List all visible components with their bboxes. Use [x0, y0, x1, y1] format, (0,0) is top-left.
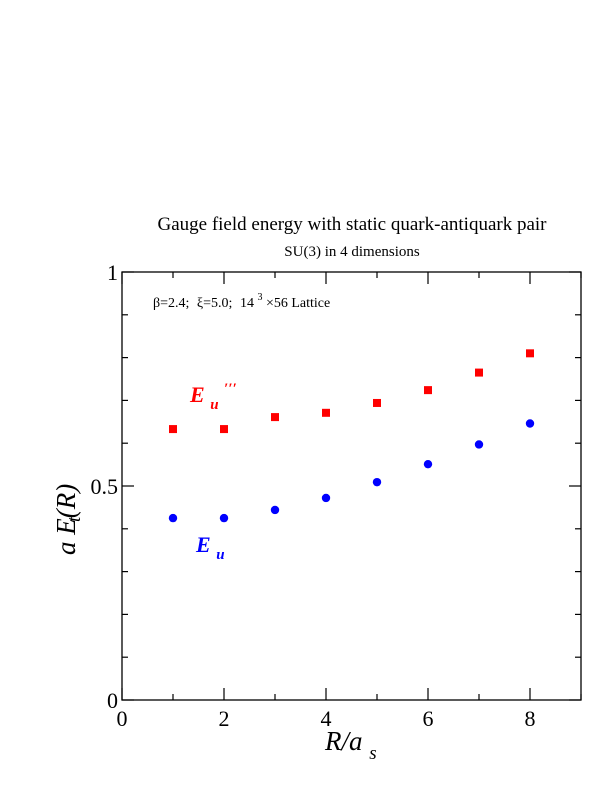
series-label-eu: E u: [195, 532, 225, 563]
data-point-eu: [372, 477, 382, 487]
y-tick-label: 1: [107, 260, 118, 285]
data-points: [168, 349, 535, 523]
annotation-lattice-base: 14: [240, 296, 254, 311]
x-tick-label: 6: [423, 706, 434, 731]
data-point-eu: [423, 459, 433, 469]
y-axis-label-sub: t: [64, 516, 85, 522]
data-point-eu-triple-prime: [373, 398, 381, 407]
x-tick-label: 0: [117, 706, 128, 731]
axis-ticks: [121, 271, 582, 701]
x-axis-label-sub: s: [369, 743, 376, 764]
y-axis-label: a E(R): [51, 484, 81, 555]
lattice-annotation: β=2.4; ξ=5.0; 14 3 ×56 Lattice: [153, 289, 330, 311]
series-label-eu-main: E: [195, 532, 211, 557]
data-point-eu-triple-prime: [169, 425, 177, 434]
annotation-beta: β=2.4;: [153, 296, 189, 311]
annotation-xi: ξ=5.0;: [197, 296, 233, 311]
axis-tick-labels: 0 2 4 6 8 0 0.5 1: [91, 260, 536, 731]
data-point-eu: [168, 513, 178, 523]
y-tick-label: 0: [107, 688, 118, 713]
x-tick-label: 8: [525, 706, 536, 731]
x-tick-label: 4: [321, 706, 332, 731]
data-point-eu: [474, 440, 484, 449]
y-tick-label: 0.5: [91, 474, 119, 499]
plot-frame: [121, 271, 582, 701]
chart-subtitle: SU(3) in 4 dimensions: [284, 244, 420, 260]
annotation-lattice-exp: 3: [257, 292, 262, 303]
data-point-eu-triple-prime: [475, 368, 483, 377]
series-label-eu3-sup: ′′′: [224, 381, 237, 397]
data-point-eu-triple-prime: [220, 425, 228, 434]
data-point-eu: [321, 493, 331, 503]
y-axis-label-main: a E(R): [51, 484, 81, 555]
chart-title: Gauge field energy with static quark-ant…: [157, 214, 547, 235]
data-point-eu-triple-prime: [424, 386, 432, 395]
series-label-eu-sub: u: [216, 547, 224, 563]
series-label-eu-triple-prime: E u ′′′: [189, 381, 237, 414]
data-point-eu-triple-prime: [526, 349, 534, 358]
data-point-eu-triple-prime: [271, 413, 279, 422]
x-axis-label-main: R/a: [324, 726, 363, 756]
data-point-eu: [270, 505, 280, 515]
series-label-eu3-sub: u: [210, 397, 218, 413]
data-point-eu-triple-prime: [322, 408, 330, 417]
x-axis-label: R/a s: [324, 726, 377, 764]
data-point-eu: [219, 513, 229, 523]
series-label-eu3-main: E: [189, 382, 205, 407]
x-tick-label: 2: [219, 706, 230, 731]
annotation-lattice-rest: ×56 Lattice: [266, 296, 330, 311]
data-point-eu: [525, 419, 535, 428]
